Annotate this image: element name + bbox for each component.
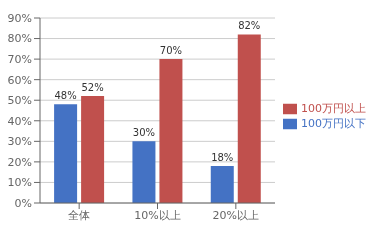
svg-text:70%: 70%	[160, 45, 182, 56]
svg-text:90%: 90%	[8, 12, 32, 25]
svg-text:30%: 30%	[133, 127, 155, 138]
svg-text:全体: 全体	[68, 209, 90, 222]
svg-text:82%: 82%	[238, 20, 260, 31]
svg-text:60%: 60%	[8, 74, 32, 87]
html-text:100万円以上: 100万円以上	[301, 101, 366, 115]
svg-text:0%: 0%	[15, 197, 32, 210]
svg-text:30%: 30%	[8, 135, 32, 148]
svg-text:18%: 18%	[211, 152, 233, 163]
svg-text:20%: 20%	[8, 156, 32, 169]
svg-text:10%以上: 10%以上	[134, 209, 180, 222]
svg-text:40%: 40%	[8, 115, 32, 128]
html-text:100万円以下: 100万円以下	[301, 116, 366, 130]
svg-text:52%: 52%	[81, 82, 103, 93]
svg-text:70%: 70%	[8, 53, 32, 66]
svg-text:10%: 10%	[8, 176, 32, 189]
svg-text:48%: 48%	[54, 90, 76, 101]
svg-text:20%以上: 20%以上	[213, 209, 259, 222]
svg-text:80%: 80%	[8, 32, 32, 45]
svg-text:50%: 50%	[8, 94, 32, 107]
